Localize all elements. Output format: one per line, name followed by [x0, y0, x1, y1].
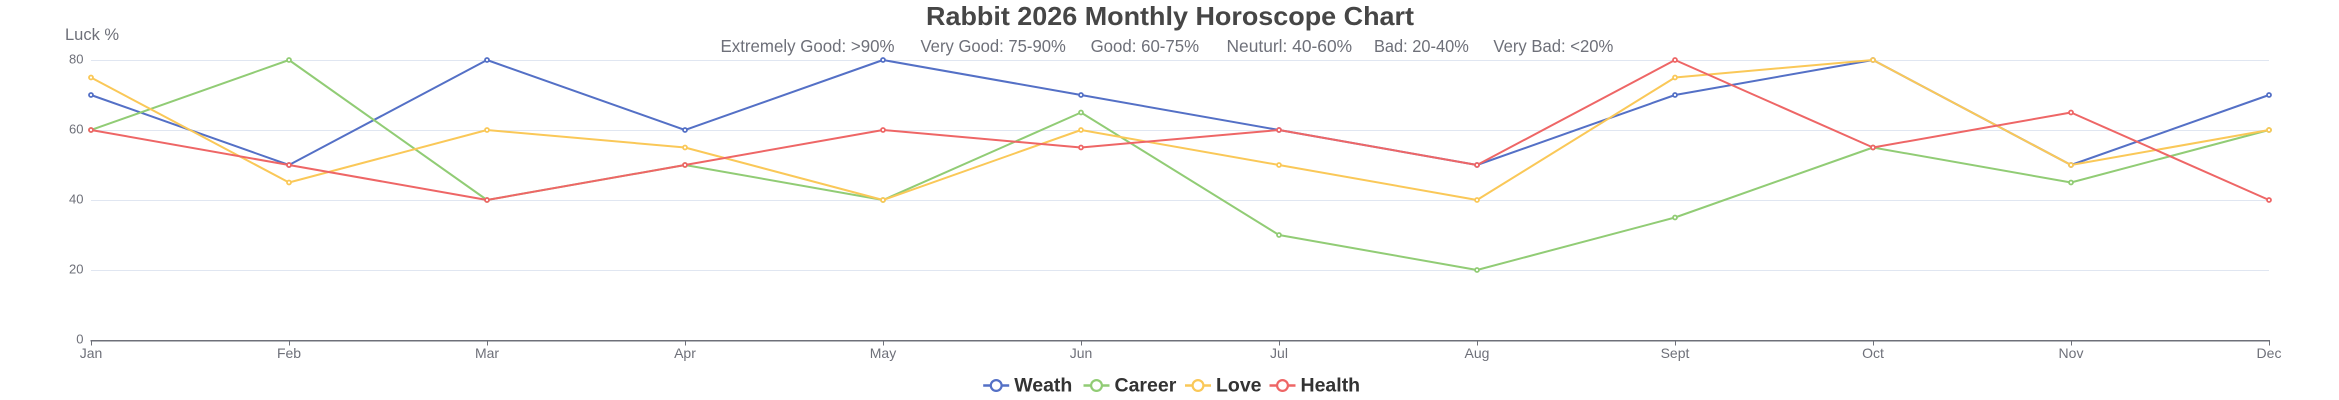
svg-text:Health: Health [1301, 375, 1361, 397]
svg-text:20: 20 [69, 262, 83, 277]
svg-text:Luck %: Luck % [65, 26, 119, 44]
svg-text:Dec: Dec [2257, 345, 2282, 361]
svg-text:Weath: Weath [1014, 375, 1072, 397]
svg-text:Bad: 20-40%: Bad: 20-40% [1374, 36, 1469, 56]
svg-text:Mar: Mar [475, 345, 499, 361]
svg-text:80: 80 [69, 52, 83, 67]
svg-text:Feb: Feb [277, 345, 301, 361]
svg-text:Rabbit 2026 Monthly Horoscope: Rabbit 2026 Monthly Horoscope Chart [926, 1, 1414, 31]
svg-text:Sept: Sept [1661, 345, 1690, 361]
svg-text:Career: Career [1115, 375, 1177, 397]
svg-text:60: 60 [69, 122, 83, 137]
svg-text:Oct: Oct [1862, 345, 1884, 361]
svg-text:Neuturl: 40-60%: Neuturl: 40-60% [1227, 36, 1353, 56]
svg-text:0: 0 [76, 332, 83, 347]
svg-text:Jan: Jan [80, 345, 103, 361]
svg-text:Extremely Good: >90%: Extremely Good: >90% [721, 36, 895, 56]
svg-text:Apr: Apr [674, 345, 696, 361]
svg-text:Jun: Jun [1070, 345, 1093, 361]
svg-text:Very Bad: <20%: Very Bad: <20% [1493, 36, 1613, 56]
svg-text:Good: 60-75%: Good: 60-75% [1091, 36, 1200, 56]
svg-text:Nov: Nov [2059, 345, 2084, 361]
svg-text:Jul: Jul [1270, 345, 1288, 361]
svg-text:May: May [870, 345, 896, 361]
svg-text:Very Good: 75-90%: Very Good: 75-90% [921, 36, 1066, 56]
svg-text:Aug: Aug [1465, 345, 1490, 361]
svg-text:40: 40 [69, 192, 83, 207]
svg-text:Love: Love [1216, 375, 1262, 397]
